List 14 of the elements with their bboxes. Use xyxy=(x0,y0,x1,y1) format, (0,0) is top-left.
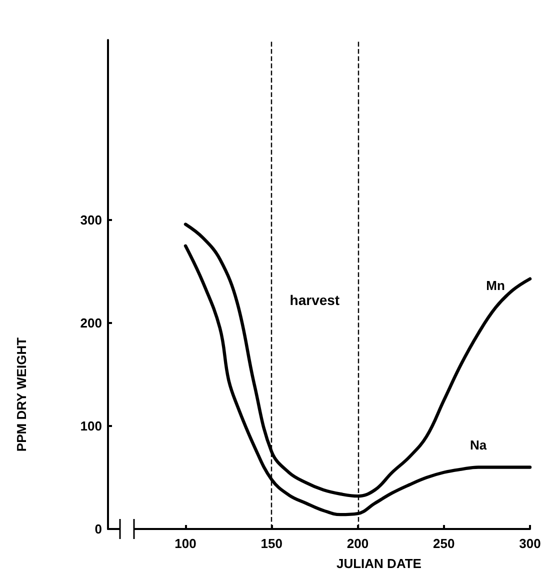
x-tick-label: 150 xyxy=(260,536,282,551)
series-label: Na xyxy=(470,438,488,453)
y-axis-title: PPM DRY WEIGHT xyxy=(14,337,29,452)
y-tick-label: 100 xyxy=(80,418,102,434)
x-tick-label: 100 xyxy=(174,536,196,551)
y-tick-label: 300 xyxy=(80,212,102,228)
x-axis-title: JULIAN DATE xyxy=(336,556,422,571)
x-tick-label: 200 xyxy=(346,536,369,551)
annotation: harvest xyxy=(290,292,340,308)
x-tick-label: 250 xyxy=(433,536,455,551)
y-tick-label: 0 xyxy=(94,522,102,536)
series-label: Mn xyxy=(486,278,505,294)
x-tick-label: 300 xyxy=(519,536,541,551)
y-tick-label: 200 xyxy=(80,316,102,331)
